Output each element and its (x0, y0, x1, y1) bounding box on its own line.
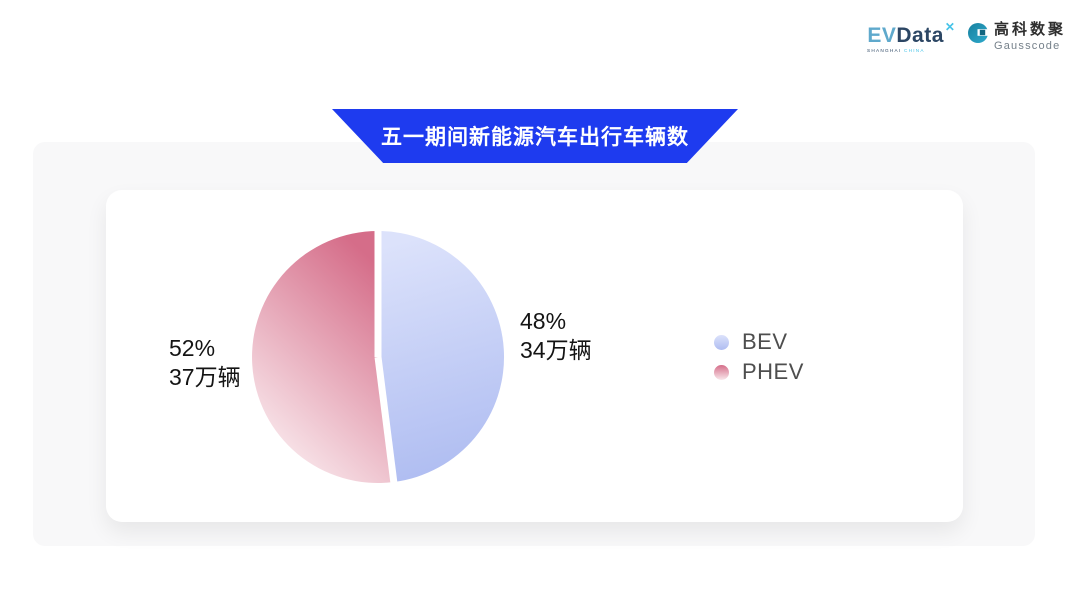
title-banner: 五一期间新能源汽车出行车辆数 (332, 109, 738, 163)
pie-slice-bev[interactable] (378, 231, 505, 483)
legend-item-bev[interactable]: BEV (714, 327, 804, 357)
label-phev: 52% 37万辆 (169, 334, 241, 392)
evdata-ev-text: EV (867, 24, 897, 47)
gausscode-g-icon (967, 22, 990, 49)
banner-title: 五一期间新能源汽车出行车辆数 (381, 126, 689, 149)
evdata-x-icon: ✕ (944, 20, 955, 34)
pie-slice-phev[interactable] (252, 231, 394, 483)
label-bev: 48% 34万辆 (520, 307, 592, 365)
chart-card (106, 190, 963, 522)
evdata-subtext-china: CHINA (904, 49, 926, 54)
label-phev-percent: 52% (169, 335, 216, 361)
pie-svg[interactable] (228, 207, 528, 507)
legend-dot-bev-icon (714, 334, 729, 350)
evdata-subtext: SHANGHAI CHINA (867, 49, 925, 54)
legend-label-bev: BEV (742, 329, 788, 354)
label-bev-value: 34万辆 (520, 337, 592, 363)
gausscode-text: 高科数聚 Gausscode (993, 21, 1066, 53)
pie-chart[interactable] (228, 207, 528, 507)
legend: BEV PHEV (714, 327, 804, 387)
gausscode-cn-name: 高科数聚 (993, 21, 1066, 38)
legend-dot-phev-icon (714, 364, 729, 380)
gausscode-en-name: Gausscode (993, 39, 1061, 52)
evdata-logo: EV Data ✕ SHANGHAI CHINA (867, 21, 955, 55)
label-phev-value: 37万辆 (169, 364, 241, 390)
legend-item-phev[interactable]: PHEV (714, 357, 804, 387)
evdata-subtext-shanghai: SHANGHAI (867, 49, 902, 54)
evdata-wordmark: EV Data ✕ (867, 21, 955, 47)
legend-label-phev: PHEV (742, 359, 804, 384)
gausscode-logo: 高科数聚 Gausscode (967, 21, 1066, 53)
evdata-data-text: Data (896, 24, 944, 47)
header-logos: EV Data ✕ SHANGHAI CHINA (867, 21, 1066, 55)
label-bev-percent: 48% (520, 308, 567, 334)
